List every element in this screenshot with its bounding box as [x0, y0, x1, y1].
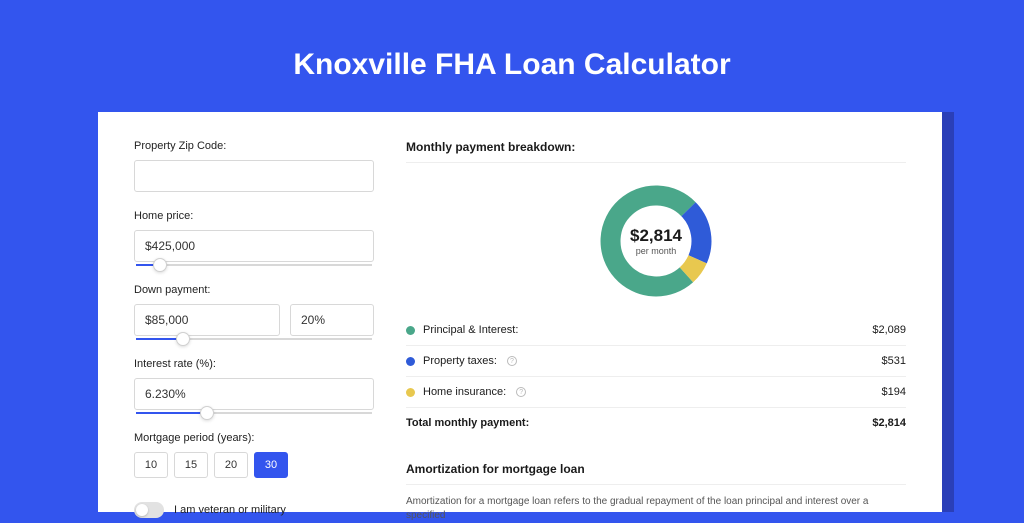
- zip-input[interactable]: [134, 160, 374, 192]
- interest-rate-input[interactable]: [134, 378, 374, 410]
- legend-row: Property taxes:? $531: [406, 346, 906, 377]
- down-payment-pct-input[interactable]: [290, 304, 374, 336]
- mortgage-period-btn-20[interactable]: 20: [214, 452, 248, 478]
- veteran-label: I am veteran or military: [174, 504, 286, 516]
- mortgage-period-label: Mortgage period (years):: [134, 432, 374, 444]
- down-payment-label: Down payment:: [134, 284, 374, 296]
- amortization-title: Amortization for mortgage loan: [406, 462, 906, 485]
- interest-rate-slider-thumb[interactable]: [200, 406, 214, 420]
- veteran-toggle[interactable]: [134, 502, 164, 518]
- mortgage-period-buttons: 10152030: [134, 452, 374, 478]
- veteran-row: I am veteran or military: [134, 502, 374, 518]
- mortgage-period-btn-30[interactable]: 30: [254, 452, 288, 478]
- mortgage-period-field: Mortgage period (years): 10152030: [134, 432, 374, 478]
- mortgage-period-btn-10[interactable]: 10: [134, 452, 168, 478]
- home-price-input[interactable]: [134, 230, 374, 262]
- down-payment-slider-thumb[interactable]: [176, 332, 190, 346]
- interest-rate-slider[interactable]: [136, 412, 372, 414]
- donut-wrap: $2,814 per month: [406, 173, 906, 315]
- legend-row: Home insurance:? $194: [406, 377, 906, 408]
- legend-label: Home insurance:: [423, 386, 506, 398]
- down-payment-input[interactable]: [134, 304, 280, 336]
- home-price-slider-thumb[interactable]: [153, 258, 167, 272]
- legend-label: Principal & Interest:: [423, 324, 518, 336]
- breakdown-panel: Monthly payment breakdown: $2,814 per mo…: [406, 140, 906, 512]
- legend-value: $194: [882, 386, 906, 398]
- donut-amount: $2,814: [630, 226, 682, 246]
- interest-rate-field: Interest rate (%):: [134, 358, 374, 414]
- form-panel: Property Zip Code: Home price: Down paym…: [134, 140, 374, 512]
- donut-chart: $2,814 per month: [596, 181, 716, 301]
- total-label: Total monthly payment:: [406, 417, 529, 429]
- card-shadow: Property Zip Code: Home price: Down paym…: [98, 112, 954, 512]
- legend-dot: [406, 388, 415, 397]
- down-payment-field: Down payment:: [134, 284, 374, 340]
- home-price-label: Home price:: [134, 210, 374, 222]
- home-price-field: Home price:: [134, 210, 374, 266]
- legend-dot: [406, 326, 415, 335]
- amortization-text: Amortization for a mortgage loan refers …: [406, 495, 906, 523]
- zip-label: Property Zip Code:: [134, 140, 374, 152]
- legend-dot: [406, 357, 415, 366]
- mortgage-period-btn-15[interactable]: 15: [174, 452, 208, 478]
- legend-value: $2,089: [872, 324, 906, 336]
- zip-field: Property Zip Code:: [134, 140, 374, 192]
- home-price-slider[interactable]: [136, 264, 372, 266]
- info-icon[interactable]: ?: [507, 356, 517, 366]
- legend: Principal & Interest: $2,089 Property taxe…: [406, 315, 906, 408]
- legend-label: Property taxes:: [423, 355, 497, 367]
- page-title: Knoxville FHA Loan Calculator: [0, 0, 1024, 112]
- donut-center: $2,814 per month: [596, 181, 716, 301]
- donut-sub: per month: [636, 246, 677, 256]
- total-value: $2,814: [872, 417, 906, 429]
- total-row: Total monthly payment: $2,814: [406, 408, 906, 438]
- legend-value: $531: [882, 355, 906, 367]
- calculator-card: Property Zip Code: Home price: Down paym…: [98, 112, 942, 512]
- interest-rate-label: Interest rate (%):: [134, 358, 374, 370]
- down-payment-slider[interactable]: [136, 338, 372, 340]
- info-icon[interactable]: ?: [516, 387, 526, 397]
